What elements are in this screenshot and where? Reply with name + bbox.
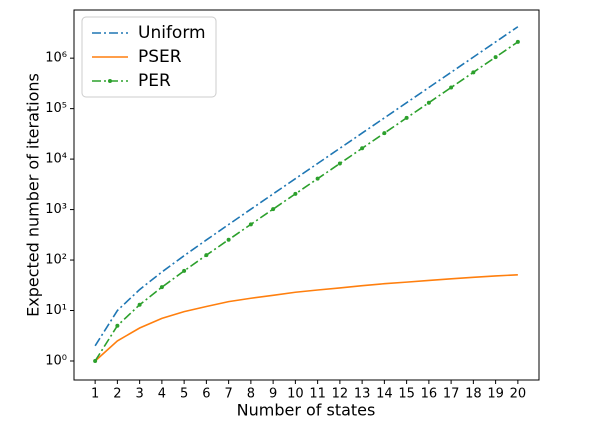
series-marker: [426, 100, 431, 105]
x-tick-label: 6: [202, 387, 210, 402]
x-tick-label: 19: [487, 387, 504, 402]
series-marker: [248, 222, 253, 227]
x-tick-label: 13: [354, 387, 371, 402]
x-tick-label: 9: [269, 387, 277, 402]
series-line: [94, 41, 519, 362]
series-marker: [515, 39, 520, 44]
x-tick-label: 7: [224, 387, 232, 402]
series-marker: [182, 268, 187, 273]
series-marker: [404, 115, 409, 120]
x-tick-label: 1: [91, 387, 99, 402]
x-tick-label: 16: [421, 387, 438, 402]
x-tick-label: 15: [398, 387, 415, 402]
x-tick-label: 14: [376, 387, 393, 402]
y-tick-label: 10⁴: [45, 152, 67, 167]
x-tick-label: 17: [443, 387, 460, 402]
series-marker: [271, 207, 276, 212]
y-tick-label: 10²: [45, 253, 67, 268]
series-marker: [115, 323, 120, 328]
series-marker: [382, 131, 387, 136]
y-tick-label: 10³: [45, 202, 67, 217]
x-axis-label: Number of states: [237, 401, 376, 420]
x-tick-label: 10: [287, 387, 304, 402]
series-marker: [226, 237, 231, 242]
legend-box: [81, 16, 217, 98]
series-marker: [137, 302, 142, 307]
y-axis-label: Expected number of iterations: [24, 73, 43, 317]
legend-marker: [108, 79, 112, 83]
y-tick-label: 10¹: [45, 303, 67, 318]
series-marker: [493, 55, 498, 60]
series-marker: [93, 358, 98, 363]
series-marker: [337, 161, 342, 166]
y-tick-label: 10⁰: [45, 353, 67, 368]
x-tick-label: 5: [180, 387, 188, 402]
x-tick-label: 3: [135, 387, 143, 402]
y-tick-label: 10⁶: [45, 51, 67, 66]
series-marker: [471, 70, 476, 75]
x-tick-label: 2: [113, 387, 121, 402]
x-tick-label: 18: [465, 387, 482, 402]
x-tick-label: 8: [247, 387, 255, 402]
series-line: [94, 274, 518, 362]
series-marker: [315, 176, 320, 181]
plot-frame: [73, 9, 540, 381]
x-tick-label: 20: [510, 387, 527, 402]
legend-label: PSER: [138, 47, 182, 67]
x-tick-label: 11: [309, 387, 326, 402]
series-marker: [293, 191, 298, 196]
series-marker: [449, 85, 454, 90]
series-marker: [159, 285, 164, 290]
series-line: [94, 26, 519, 347]
y-tick-label: 10⁵: [45, 101, 67, 116]
series-marker: [360, 146, 365, 151]
legend-label: Uniform: [138, 23, 206, 43]
x-tick-label: 4: [158, 387, 166, 402]
series-marker: [204, 253, 209, 258]
x-tick-label: 12: [332, 387, 349, 402]
legend-label: PER: [138, 71, 171, 91]
